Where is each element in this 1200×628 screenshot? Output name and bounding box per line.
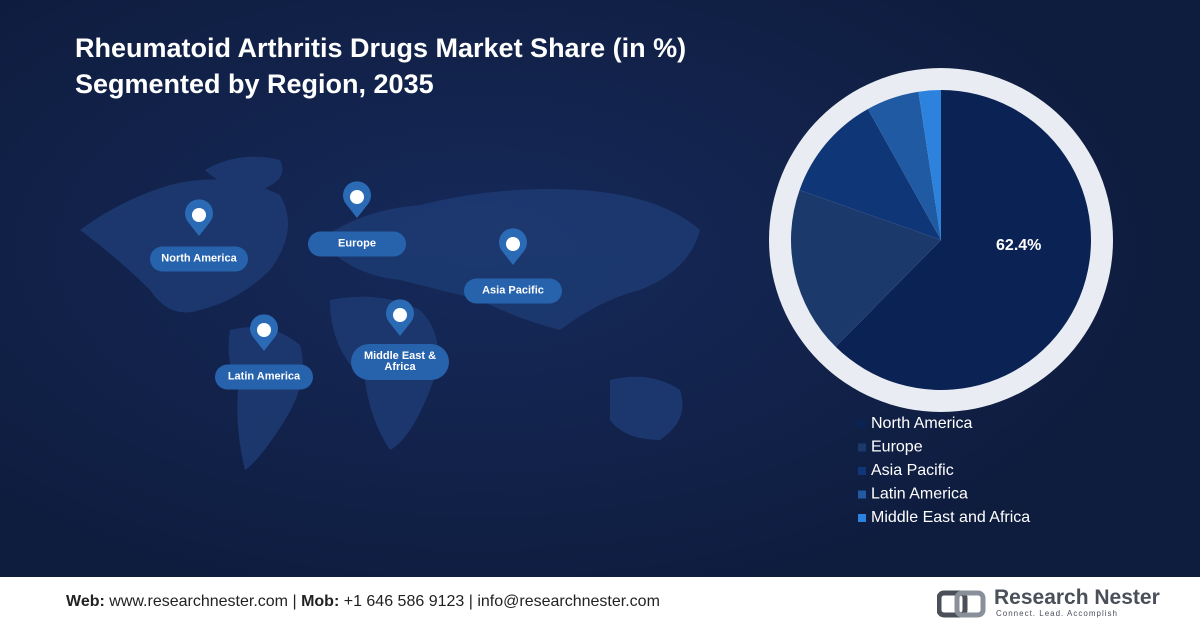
map-label: Europe [308, 231, 406, 257]
map-pin-dot [350, 190, 364, 204]
legend-label: Asia Pacific [871, 462, 954, 479]
web-label: Web: [66, 593, 105, 610]
email: info@researchnester.com [477, 593, 660, 610]
title-block: Rheumatoid Arthritis Drugs Market Share … [75, 30, 686, 102]
map-label: North America [150, 246, 248, 272]
legend-label: Europe [871, 439, 923, 456]
world-map [80, 156, 700, 470]
map-label: Asia Pacific [464, 278, 562, 304]
legend-swatch [858, 514, 866, 522]
map-pin-dot [393, 308, 407, 322]
legend-swatch [858, 420, 866, 428]
data-label: 62.4% [996, 237, 1041, 254]
map-pin-dot [506, 237, 520, 251]
logo-icon [937, 590, 986, 618]
mob: +1 646 586 9123 [343, 593, 465, 610]
map-pin-dot [192, 208, 206, 222]
legend-swatch [858, 443, 866, 452]
pie-slice [790, 190, 941, 347]
pie-slice [835, 90, 1091, 391]
footer: Web: www.researchnester.com | Mob: +1 64… [0, 577, 1200, 628]
legend-label: North America [871, 415, 972, 432]
web: www.researchnester.com [109, 593, 288, 610]
legend-label: Latin America [871, 486, 968, 503]
separator: | [292, 593, 297, 610]
pie-slice [867, 91, 941, 240]
mob-label: Mob: [301, 593, 340, 610]
map-pin-dot [257, 323, 271, 337]
legend-label: Middle East and Africa [871, 509, 1030, 526]
contact-line: Web: www.researchnester.com | Mob: +1 64… [66, 593, 660, 611]
map-label: Latin America [215, 364, 313, 390]
logo-tagline: Connect. Lead. Accomplish [996, 609, 1118, 618]
pie-slice [918, 90, 941, 240]
logo-name: Research Nester [994, 586, 1160, 609]
pie-slice [799, 109, 941, 240]
separator: | [468, 593, 473, 610]
legend-swatch [858, 490, 866, 499]
chart-subtitle: Segmented by Region, 2035 [75, 69, 434, 99]
legend-swatch [858, 467, 866, 475]
map-label: Middle East & Africa [351, 344, 449, 380]
chart-title: Rheumatoid Arthritis Drugs Market Share … [75, 33, 687, 63]
